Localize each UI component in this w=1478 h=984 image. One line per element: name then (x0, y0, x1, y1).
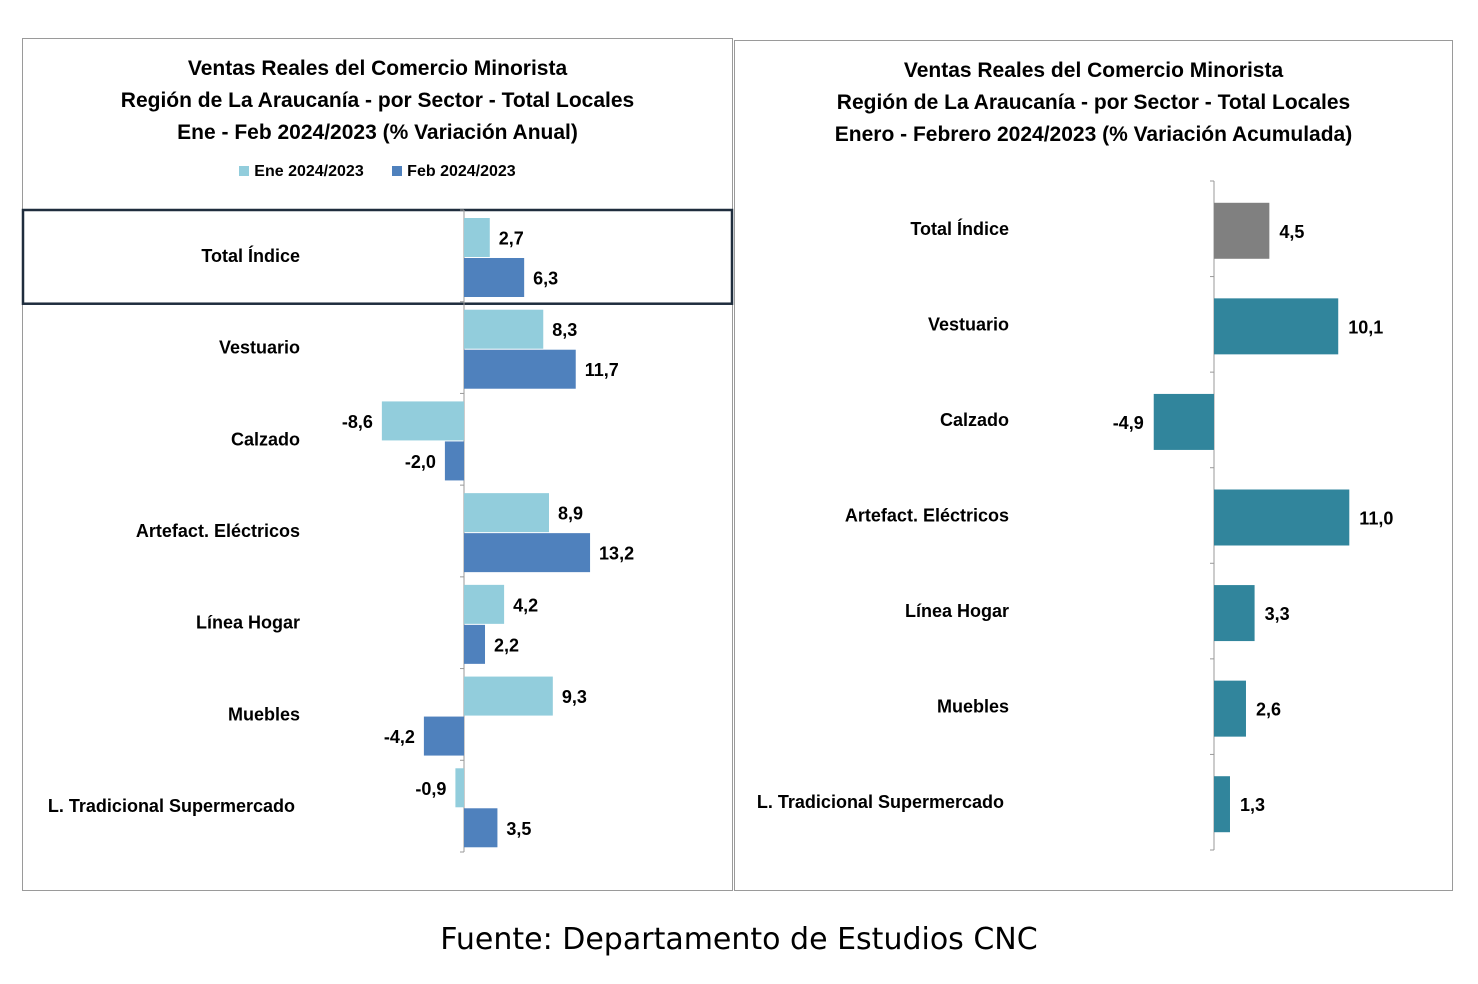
left-title-line-2: Región de La Araucanía - por Sector - To… (120, 89, 635, 112)
right-title-line-3: Enero - Febrero 2024/2023 (% Variación A… (834, 123, 1353, 146)
category-label-artefact-electricos: Artefact. Eléctricos (136, 521, 300, 541)
right-bar-linea-hogar (1214, 585, 1255, 642)
bar-feb-2024-2023-l-tradicional-supermercado (464, 808, 498, 848)
category-label-vestuario: Vestuario (219, 338, 300, 358)
right-data-label-calzado: -4,9 (1113, 413, 1144, 433)
data-label-feb-2024-2023-vestuario: 11,7 (585, 360, 619, 380)
bar-feb-2024-2023-artefact-electricos (464, 533, 591, 573)
right-category-label-l-tradicional-supermercado: L. Tradicional Supermercado (757, 792, 1004, 812)
bar-ene-2024-2023-artefact-electricos (464, 493, 549, 533)
bar-feb-2024-2023-calzado (444, 441, 464, 481)
right-data-label-l-tradicional-supermercado: 1,3 (1240, 795, 1265, 815)
data-label-feb-2024-2023-artefact-electricos: 13,2 (599, 544, 634, 564)
right-category-label-linea-hogar: Línea Hogar (905, 601, 1009, 621)
category-label-total-indice: Total Índice (201, 245, 300, 266)
legend-item-ene: Ene 2024/2023 (239, 163, 364, 181)
right-data-label-artefact-electricos: 11,0 (1359, 509, 1393, 529)
data-label-ene-2024-2023-l-tradicional-supermercado: -0,9 (415, 779, 446, 799)
legend-label-ene: Ene 2024/2023 (254, 163, 364, 180)
category-label-calzado: Calzado (231, 429, 300, 449)
left-chart-title: Ventas Reales del Comercio Minorista Reg… (23, 53, 732, 149)
left-chart-panel: Ventas Reales del Comercio Minorista Reg… (21, 38, 734, 891)
category-label-l-tradicional-supermercado: L. Tradicional Supermercado (48, 796, 295, 816)
data-label-feb-2024-2023-muebles: -4,2 (384, 727, 415, 747)
legend-item-feb: Feb 2024/2023 (392, 163, 516, 181)
legend-swatch-feb (392, 166, 403, 176)
data-label-feb-2024-2023-total-indice: 6,3 (533, 269, 558, 289)
left-chart-legend: Ene 2024/2023 Feb 2024/2023 (23, 163, 732, 181)
source-note: Fuente: Departamento de Estudios CNC (440, 922, 1038, 957)
bar-ene-2024-2023-muebles (464, 676, 553, 716)
right-chart-panel: Ventas Reales del Comercio Minorista Reg… (734, 40, 1453, 891)
data-label-ene-2024-2023-artefact-electricos: 8,9 (558, 504, 583, 524)
bar-feb-2024-2023-linea-hogar (464, 624, 486, 664)
right-bar-muebles (1214, 680, 1246, 737)
right-data-label-total-indice: 4,5 (1279, 222, 1304, 242)
right-title-line-2: Región de La Araucanía - por Sector - To… (836, 91, 1351, 114)
data-label-ene-2024-2023-total-indice: 2,7 (499, 229, 524, 249)
right-bar-calzado (1153, 393, 1214, 450)
highlight-box-total-indice (21, 208, 734, 305)
bar-ene-2024-2023-vestuario (464, 309, 544, 349)
data-label-feb-2024-2023-calzado: -2,0 (405, 452, 436, 472)
bar-ene-2024-2023-total-indice (464, 218, 490, 257)
legend-swatch-ene (239, 166, 250, 176)
data-label-ene-2024-2023-vestuario: 8,3 (552, 320, 577, 340)
right-title-line-1: Ventas Reales del Comercio Minorista (903, 59, 1284, 82)
category-label-muebles: Muebles (228, 704, 300, 724)
right-data-label-muebles: 2,6 (1256, 700, 1281, 720)
left-title-line-1: Ventas Reales del Comercio Minorista (187, 57, 568, 80)
right-bar-total-indice (1214, 202, 1270, 259)
legend-label-feb: Feb 2024/2023 (407, 163, 516, 180)
bar-feb-2024-2023-total-indice (464, 258, 525, 297)
right-category-label-muebles: Muebles (937, 697, 1009, 717)
right-category-label-total-indice: Total Índice (910, 218, 1009, 239)
data-label-ene-2024-2023-calzado: -8,6 (342, 412, 373, 432)
right-bar-vestuario (1214, 298, 1339, 355)
left-title-line-3: Ene - Feb 2024/2023 (% Variación Anual) (177, 121, 578, 144)
data-label-feb-2024-2023-linea-hogar: 2,2 (494, 635, 519, 655)
right-category-label-artefact-electricos: Artefact. Eléctricos (845, 506, 1009, 526)
right-category-label-calzado: Calzado (940, 410, 1009, 430)
left-chart-plot: Total Índice 2,7 6,3 Vestuario 8,3 11,7 Calzad… (21, 208, 734, 853)
bar-feb-2024-2023-muebles (423, 716, 464, 756)
data-label-ene-2024-2023-muebles: 9,3 (562, 687, 587, 707)
right-category-label-vestuario: Vestuario (928, 314, 1009, 334)
data-label-ene-2024-2023-linea-hogar: 4,2 (513, 595, 538, 615)
right-data-label-vestuario: 10,1 (1348, 317, 1383, 337)
data-label-feb-2024-2023-l-tradicional-supermercado: 3,5 (506, 819, 531, 839)
right-data-label-linea-hogar: 3,3 (1265, 604, 1290, 624)
right-bar-artefact-electricos (1214, 489, 1350, 546)
right-chart-title: Ventas Reales del Comercio Minorista Reg… (735, 55, 1452, 151)
bar-ene-2024-2023-calzado (381, 401, 464, 441)
category-label-linea-hogar: Línea Hogar (196, 613, 300, 633)
bar-ene-2024-2023-linea-hogar (464, 584, 505, 624)
right-bar-l-tradicional-supermercado (1214, 776, 1230, 833)
bar-feb-2024-2023-vestuario (464, 349, 576, 389)
bar-ene-2024-2023-l-tradicional-supermercado (455, 768, 464, 808)
right-chart-plot: Total Índice 4,5 Vestuario 10,1 Calzado -4,9 A… (757, 180, 1393, 851)
